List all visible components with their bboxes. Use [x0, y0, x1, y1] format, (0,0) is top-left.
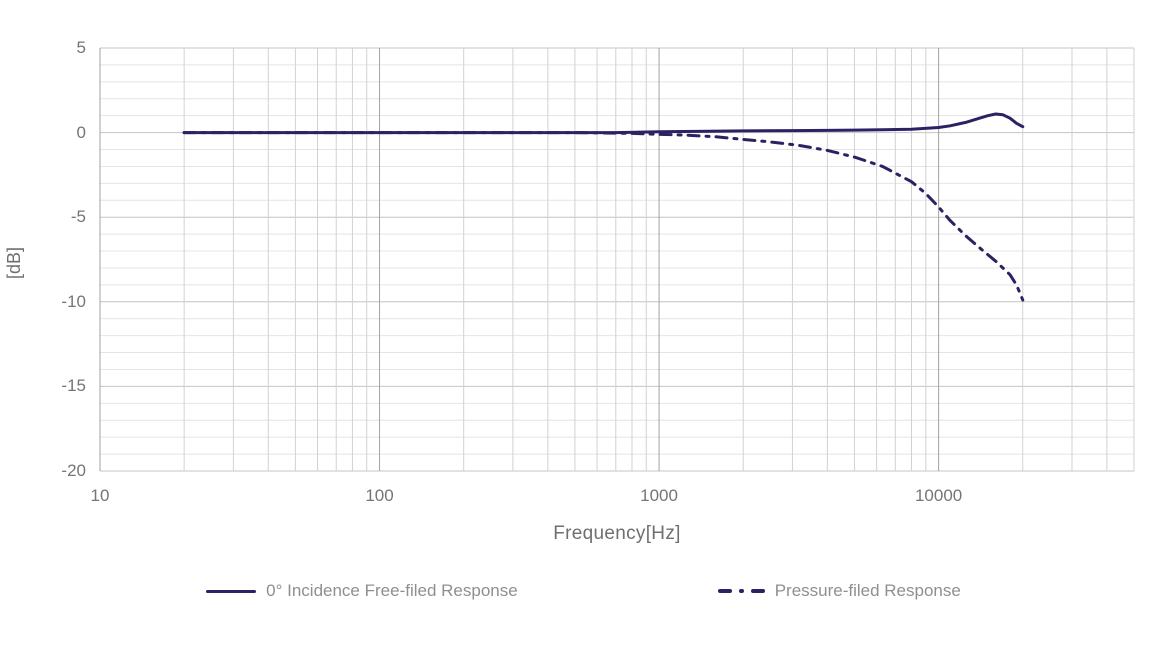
dot-segment-icon — [738, 589, 744, 593]
y-tick-label: 0 — [76, 122, 86, 142]
x-axis-title: Frequency[Hz] — [553, 523, 681, 544]
vertical-gridlines — [99, 48, 1135, 471]
data-series — [182, 112, 1025, 302]
legend-item-pressure: Pressure-filed Response — [717, 581, 961, 601]
y-tick-label: -10 — [61, 291, 86, 311]
legend-item-free-field: 0° Incidence Free-filed Response — [206, 581, 518, 601]
legend-swatch-dashdot-line — [717, 589, 765, 593]
x-tick-label: 10 — [90, 486, 110, 505]
y-tick-label: -5 — [70, 207, 86, 227]
y-axis-title: [dB] — [4, 246, 24, 280]
legend: 0° Incidence Free-filed Response Pressur… — [0, 581, 1167, 601]
dash-segment-icon — [717, 589, 732, 593]
x-tick-label: 1000 — [640, 486, 678, 505]
series-line-free-field — [182, 112, 1025, 135]
y-tick-label: -15 — [61, 376, 86, 396]
series-line-pressure — [182, 131, 1025, 302]
x-tick-label: 10000 — [914, 486, 963, 505]
dash-segment-icon — [750, 589, 765, 593]
horizontal-gridlines — [100, 47, 1134, 472]
legend-label-pressure: Pressure-filed Response — [774, 581, 961, 600]
x-tick-label: 100 — [365, 486, 394, 505]
y-tick-label: 5 — [76, 38, 86, 57]
y-tick-label: -20 — [61, 461, 86, 480]
legend-label-free-field: 0° Incidence Free-filed Response — [266, 581, 518, 600]
legend-swatch-solid-line — [206, 589, 257, 593]
